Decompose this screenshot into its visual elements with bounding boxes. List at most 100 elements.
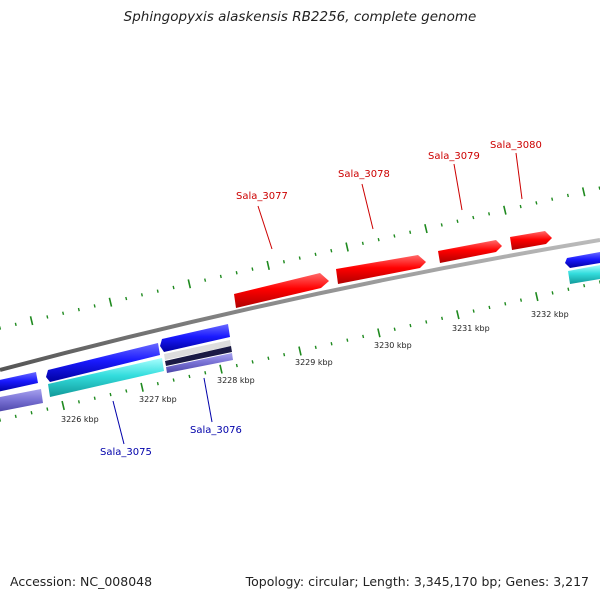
minor-tick xyxy=(409,230,412,234)
gene-arrow-reverse[interactable] xyxy=(0,389,43,412)
inner-scale-ticks xyxy=(0,280,600,422)
gene-arrow-reverse xyxy=(164,340,231,360)
minor-tick xyxy=(551,291,554,295)
minor-tick xyxy=(425,320,428,324)
minor-tick xyxy=(362,334,365,339)
scale-labels: 3226 kbp 3227 kbp 3228 kbp 3229 kbp 3230… xyxy=(61,310,569,424)
scale-label: 3231 kbp xyxy=(452,324,490,333)
gene-arrow-forward[interactable] xyxy=(510,231,552,250)
gene-label[interactable]: Sala_3079 xyxy=(428,151,480,162)
outer-scale-ticks xyxy=(0,186,600,330)
minor-tick xyxy=(346,338,349,342)
minor-tick xyxy=(283,352,286,357)
minor-tick xyxy=(393,327,396,331)
forward-strand-genes xyxy=(234,231,552,308)
minor-tick xyxy=(62,311,65,315)
minor-tick xyxy=(314,345,317,350)
minor-tick xyxy=(156,289,159,293)
minor-tick xyxy=(156,381,159,386)
minor-tick xyxy=(377,237,380,242)
gene-arrow-reverse[interactable] xyxy=(46,343,160,382)
major-tick xyxy=(424,224,428,234)
major-tick xyxy=(503,205,507,215)
reverse-strand-genes xyxy=(0,252,600,412)
minor-tick xyxy=(330,342,333,346)
genome-backbone xyxy=(0,238,600,372)
gene-arrow-reverse[interactable] xyxy=(165,346,232,366)
map-title: Sphingopyxis alaskensis RB2256, complete… xyxy=(123,9,477,25)
gene-arrow-forward[interactable] xyxy=(336,255,426,284)
minor-tick xyxy=(567,287,570,291)
gene-label[interactable]: Sala_3076 xyxy=(190,425,242,436)
gene-arrow-reverse[interactable] xyxy=(160,324,230,352)
minor-tick xyxy=(456,219,459,223)
scale-label: 3230 kbp xyxy=(374,341,412,350)
minor-tick xyxy=(204,371,207,375)
minor-tick xyxy=(251,360,254,364)
gene-arrow-reverse[interactable] xyxy=(568,265,600,284)
gene-label[interactable]: Sala_3080 xyxy=(490,140,542,151)
major-tick xyxy=(581,187,586,197)
minor-tick xyxy=(46,315,49,319)
gene-label[interactable]: Sala_3078 xyxy=(338,169,390,180)
gene-arrow-forward[interactable] xyxy=(234,273,329,308)
gene-label[interactable]: Sala_3077 xyxy=(236,191,288,202)
minor-tick xyxy=(77,307,80,312)
gene-arrow-reverse[interactable] xyxy=(166,353,233,373)
major-tick xyxy=(140,382,144,392)
accession-text: Accession: NC_008048 xyxy=(10,574,153,589)
major-tick xyxy=(456,310,460,320)
minor-tick xyxy=(330,248,333,253)
major-tick xyxy=(377,328,381,338)
major-tick xyxy=(61,400,65,411)
minor-tick xyxy=(93,304,96,308)
scale-label: 3226 kbp xyxy=(61,415,99,424)
gene-arrow-reverse[interactable] xyxy=(0,372,38,392)
minor-tick xyxy=(583,283,586,288)
minor-tick xyxy=(504,302,507,306)
minor-tick xyxy=(251,267,254,271)
major-tick xyxy=(29,316,34,326)
gene-labels: Sala_3075 Sala_3076 Sala_3077 Sala_3078 … xyxy=(100,140,542,458)
gene-arrow-forward[interactable] xyxy=(438,240,502,263)
scale-label: 3232 kbp xyxy=(531,310,569,319)
minor-tick xyxy=(30,411,33,415)
minor-tick xyxy=(93,396,96,400)
minor-tick xyxy=(393,234,396,238)
minor-tick xyxy=(172,378,175,382)
gene-arrow-reverse[interactable] xyxy=(565,252,600,268)
gene-label[interactable]: Sala_3075 xyxy=(100,447,152,458)
minor-tick xyxy=(409,323,412,328)
minor-tick xyxy=(219,274,222,279)
minor-tick xyxy=(235,271,238,275)
minor-tick xyxy=(140,293,143,297)
minor-tick xyxy=(488,212,491,216)
minor-tick xyxy=(235,363,238,368)
minor-tick xyxy=(314,252,317,257)
minor-tick xyxy=(109,392,112,397)
major-tick xyxy=(345,242,349,252)
minor-tick xyxy=(125,296,128,301)
minor-tick xyxy=(172,285,175,290)
scale-label: 3229 kbp xyxy=(295,358,333,367)
minor-tick xyxy=(519,204,522,209)
minor-tick xyxy=(188,374,191,379)
minor-tick xyxy=(46,407,49,411)
minor-tick xyxy=(472,215,475,220)
major-tick xyxy=(535,292,539,302)
scale-label: 3227 kbp xyxy=(139,395,177,404)
major-tick xyxy=(298,346,302,356)
minor-tick xyxy=(77,400,80,404)
major-tick xyxy=(108,297,113,307)
minor-tick xyxy=(441,316,444,321)
minor-tick xyxy=(361,241,364,246)
major-tick xyxy=(187,279,192,289)
scale-label: 3228 kbp xyxy=(217,376,255,385)
minor-tick xyxy=(488,305,491,310)
minor-tick xyxy=(440,223,443,227)
minor-tick xyxy=(535,201,538,205)
minor-tick xyxy=(14,414,17,419)
gene-arrow-reverse[interactable] xyxy=(48,358,164,397)
